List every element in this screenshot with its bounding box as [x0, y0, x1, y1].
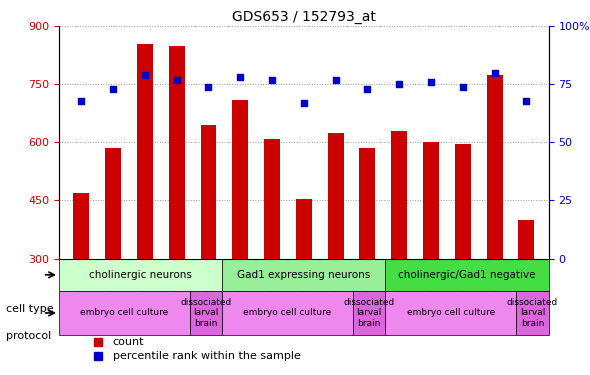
Bar: [487, 75, 503, 375]
Text: cell type: cell type: [6, 304, 54, 314]
Point: [363, 86, 372, 92]
Point: [77, 98, 86, 104]
Text: embryo cell culture: embryo cell culture: [80, 309, 168, 318]
Bar: [73, 193, 89, 375]
Point: [172, 76, 181, 82]
Bar: [201, 125, 217, 375]
Bar: [105, 148, 121, 375]
FancyBboxPatch shape: [222, 291, 353, 335]
Text: embryo cell culture: embryo cell culture: [407, 309, 495, 318]
Text: percentile rank within the sample: percentile rank within the sample: [113, 351, 301, 361]
Text: embryo cell culture: embryo cell culture: [244, 309, 332, 318]
Text: protocol: protocol: [6, 331, 51, 340]
Bar: [423, 142, 439, 375]
FancyBboxPatch shape: [353, 291, 385, 335]
Point: [140, 72, 150, 78]
Point: [427, 79, 436, 85]
FancyBboxPatch shape: [385, 258, 549, 291]
Point: [299, 100, 309, 106]
Text: cholinergic/Gad1 negative: cholinergic/Gad1 negative: [398, 270, 536, 280]
Point: [109, 86, 118, 92]
FancyBboxPatch shape: [189, 291, 222, 335]
Bar: [391, 131, 407, 375]
Text: cholinergic neurons: cholinergic neurons: [89, 270, 192, 280]
Text: dissociated
larval
brain: dissociated larval brain: [343, 298, 395, 328]
FancyBboxPatch shape: [385, 291, 516, 335]
Bar: [455, 144, 471, 375]
Bar: [359, 148, 375, 375]
Bar: [232, 100, 248, 375]
Point: [267, 76, 277, 82]
Bar: [169, 46, 185, 375]
Point: [522, 98, 531, 104]
FancyBboxPatch shape: [222, 258, 385, 291]
Point: [458, 84, 467, 90]
Title: GDS653 / 152793_at: GDS653 / 152793_at: [232, 10, 376, 24]
Bar: [519, 220, 535, 375]
FancyBboxPatch shape: [59, 291, 189, 335]
FancyBboxPatch shape: [516, 291, 549, 335]
Text: count: count: [113, 337, 145, 347]
Text: dissociated
larval
brain: dissociated larval brain: [181, 298, 231, 328]
FancyBboxPatch shape: [59, 258, 222, 291]
Bar: [264, 139, 280, 375]
Point: [204, 84, 213, 90]
Point: [490, 70, 499, 76]
Text: Gad1 expressing neurons: Gad1 expressing neurons: [237, 270, 371, 280]
Point: [395, 81, 404, 87]
Bar: [296, 198, 312, 375]
Bar: [327, 133, 343, 375]
Point: [235, 74, 245, 80]
Bar: [137, 44, 153, 375]
Text: dissociated
larval
brain: dissociated larval brain: [507, 298, 558, 328]
Point: [331, 76, 340, 82]
